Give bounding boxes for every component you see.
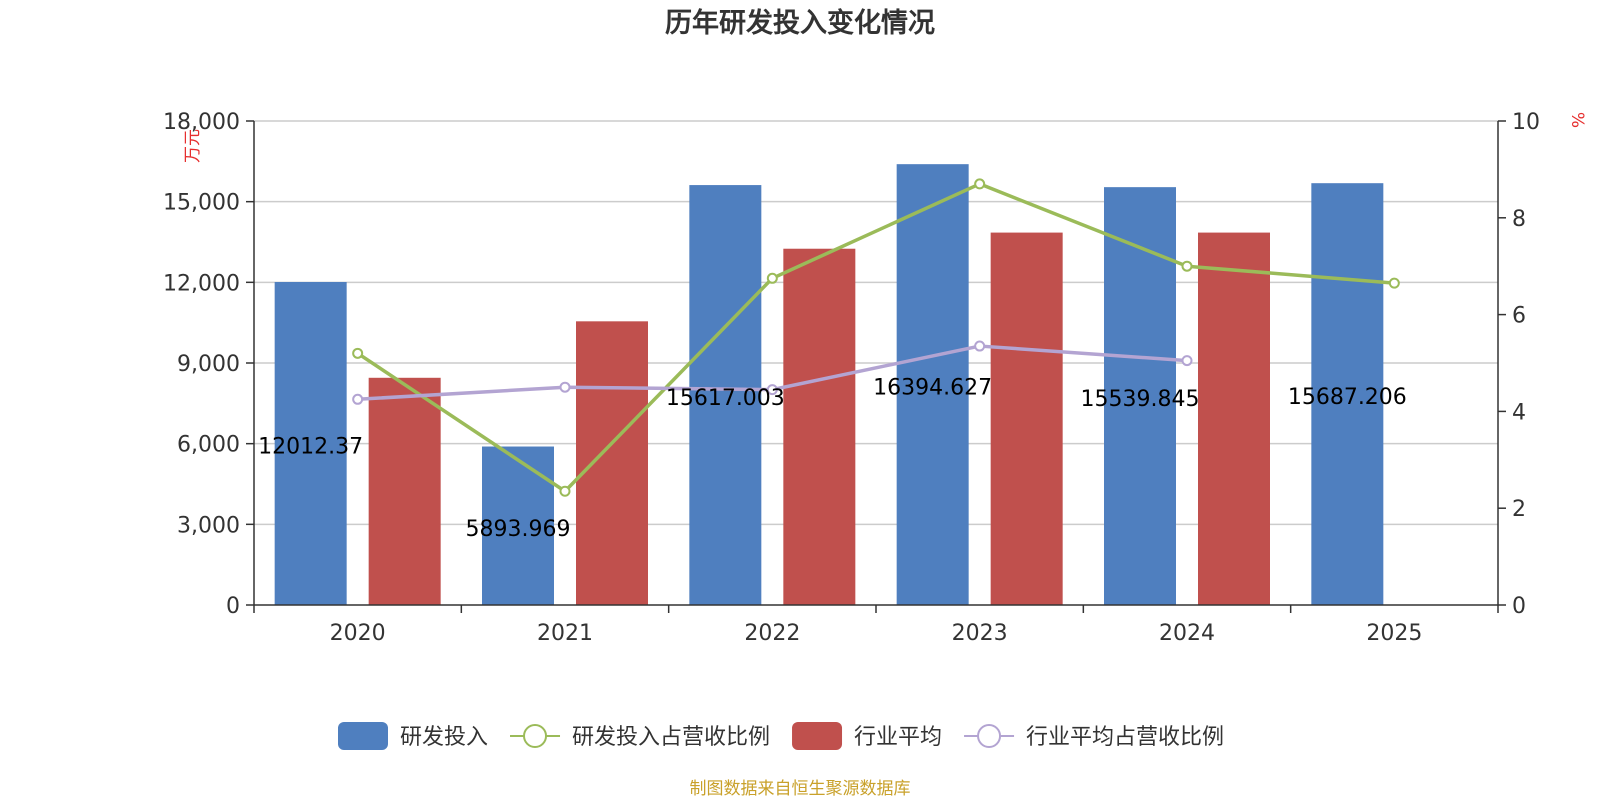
bar-value-label: 12012.37	[258, 435, 363, 460]
data-labels: 12012.37 5893.969 15617.003 16394.627 15539.…	[258, 376, 1407, 542]
bar-series	[274, 164, 1384, 606]
bar-industry-average	[990, 232, 1063, 606]
bar-rd-investment	[274, 282, 347, 605]
legend-swatch-bar	[338, 722, 388, 750]
legend-label: 行业平均	[854, 725, 942, 750]
axes: 0 3,000 6,000 9,000 12,000 15,000 18,000 0 2 4 6 8 1…	[163, 110, 1540, 646]
y-left-tick-label: 18,000	[163, 110, 240, 135]
bar-value-label: 15617.003	[666, 386, 785, 411]
bar-industry-average	[368, 377, 441, 605]
point-rd-ratio	[974, 178, 986, 190]
point-industry-ratio	[766, 384, 778, 396]
line-rd-ratio	[356, 182, 1395, 494]
bar-value-label: 15539.845	[1081, 387, 1200, 412]
point-industry-ratio	[559, 381, 571, 393]
y-left-tick-label: 0	[226, 594, 240, 619]
legend-label: 研发投入	[400, 725, 488, 750]
bar-rd-investment	[1311, 183, 1384, 605]
data-source-note: 制图数据来自恒生聚源数据库	[690, 779, 911, 799]
point-rd-ratio	[766, 272, 778, 284]
y-right-tick-label: 2	[1512, 497, 1526, 522]
y-right-tick-label: 4	[1512, 400, 1526, 425]
x-tick-label: 2024	[1159, 621, 1215, 646]
legend-swatch-marker	[523, 724, 548, 748]
legend: 研发投入 研发投入占营收比例 行业平均 行业平均占营收比例	[338, 722, 1224, 750]
x-tick-label: 2023	[952, 621, 1008, 646]
bar-rd-investment	[689, 185, 762, 605]
x-tick-label: 2025	[1366, 621, 1422, 646]
point-industry-ratio	[974, 340, 986, 352]
point-rd-ratio	[1388, 277, 1400, 289]
bar-value-label: 15687.206	[1288, 385, 1407, 410]
point-industry-ratio	[1181, 355, 1193, 367]
bar-industry-average	[576, 321, 648, 605]
point-rd-ratio	[352, 347, 364, 359]
y-right-tick-label: 0	[1512, 594, 1526, 619]
y-right-tick-label: 10	[1512, 110, 1540, 135]
point-rd-ratio	[559, 485, 571, 497]
bar-value-label: 16394.627	[873, 376, 992, 401]
bar-industry-average	[1198, 232, 1270, 606]
y-left-tick-label: 12,000	[163, 271, 240, 296]
legend-label: 研发投入占营收比例	[572, 725, 770, 750]
y-left-unit: 万元	[183, 129, 203, 163]
x-tick-label: 2022	[744, 621, 800, 646]
legend-label: 行业平均占营收比例	[1026, 725, 1224, 750]
legend-swatch-marker	[977, 724, 1002, 748]
x-tick-label: 2020	[330, 621, 386, 646]
point-rd-ratio	[1181, 260, 1193, 272]
bar-rd-investment	[896, 164, 969, 606]
y-left-tick-label: 9,000	[177, 352, 240, 377]
y-left-tick-label: 3,000	[177, 513, 240, 538]
legend-swatch-bar	[792, 722, 843, 750]
point-industry-ratio	[352, 393, 364, 405]
y-left-tick-label: 15,000	[163, 191, 240, 216]
bar-value-label: 5893.969	[466, 517, 571, 542]
chart-title: 历年研发投入变化情况	[665, 7, 935, 39]
x-tick-label: 2021	[537, 621, 593, 646]
y-right-unit: %	[1567, 112, 1587, 128]
y-right-tick-label: 8	[1512, 207, 1526, 232]
bar-rd-investment	[482, 446, 554, 605]
y-right-tick-label: 6	[1512, 304, 1526, 329]
bar-industry-average	[783, 248, 856, 605]
y-left-tick-label: 6,000	[177, 433, 240, 458]
line-series	[352, 178, 1400, 497]
grid-lines	[254, 120, 1498, 526]
